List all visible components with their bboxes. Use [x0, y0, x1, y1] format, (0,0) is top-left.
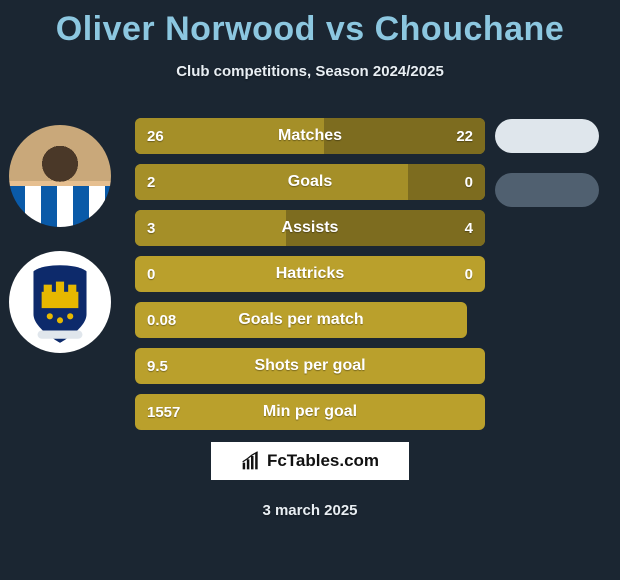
badge-top: [495, 119, 599, 153]
stat-label: Goals per match: [135, 311, 467, 329]
club-crest: [9, 251, 111, 353]
stat-row-goals-per-match: 0.08 Goals per match: [135, 302, 467, 338]
side-badges: [495, 119, 605, 227]
stat-row-min-per-goal: 1557 Min per goal: [135, 394, 485, 430]
avatars-column: [9, 125, 111, 377]
stat-right-value: 0: [425, 174, 473, 191]
stat-right-value: 4: [425, 220, 473, 237]
stat-right-value: 0: [425, 266, 473, 283]
stat-row-hattricks: 0 Hattricks 0: [135, 256, 485, 292]
stat-row-goals: 2 Goals 0: [135, 164, 485, 200]
stat-row-assists: 3 Assists 4: [135, 210, 485, 246]
footer-date: 3 march 2025: [0, 502, 620, 519]
crest-icon: [9, 251, 111, 353]
stat-row-shots-per-goal: 9.5 Shots per goal: [135, 348, 485, 384]
page-title: Oliver Norwood vs Chouchane: [0, 0, 620, 49]
stat-label: Shots per goal: [135, 357, 485, 375]
chart-icon: [241, 451, 261, 471]
stat-row-matches: 26 Matches 22: [135, 118, 485, 154]
fctables-logo[interactable]: FcTables.com: [211, 442, 409, 480]
player-avatar: [9, 125, 111, 227]
stats-table: 26 Matches 22 2 Goals 0 3 Assists 4 0 Ha…: [135, 118, 485, 440]
badge-bottom: [495, 173, 599, 207]
stat-label: Min per goal: [135, 403, 485, 421]
stat-right-value: 22: [425, 128, 473, 145]
page-subtitle: Club competitions, Season 2024/2025: [0, 63, 620, 80]
logo-text: FcTables.com: [267, 451, 379, 471]
